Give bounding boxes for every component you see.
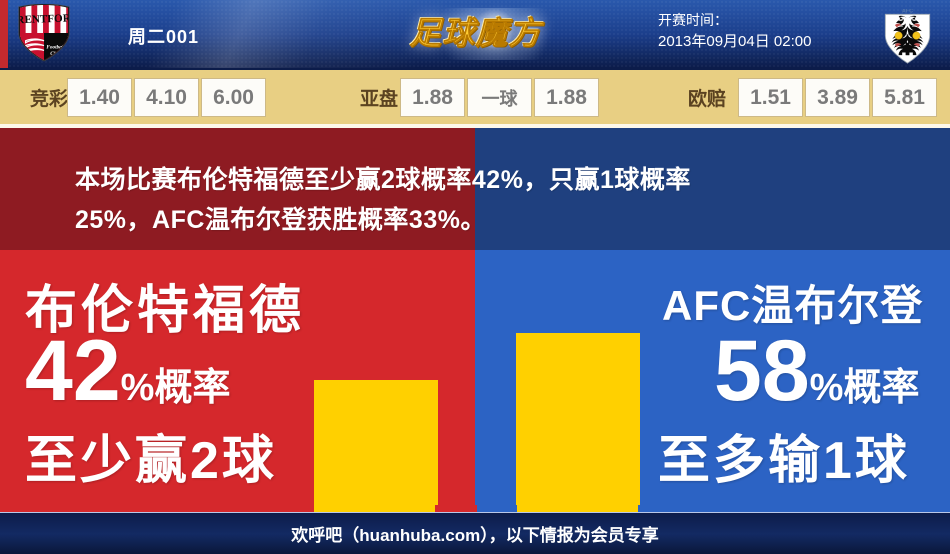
svg-text:AFC: AFC (902, 9, 913, 15)
svg-text:BRENTFORD: BRENTFORD (15, 12, 73, 26)
